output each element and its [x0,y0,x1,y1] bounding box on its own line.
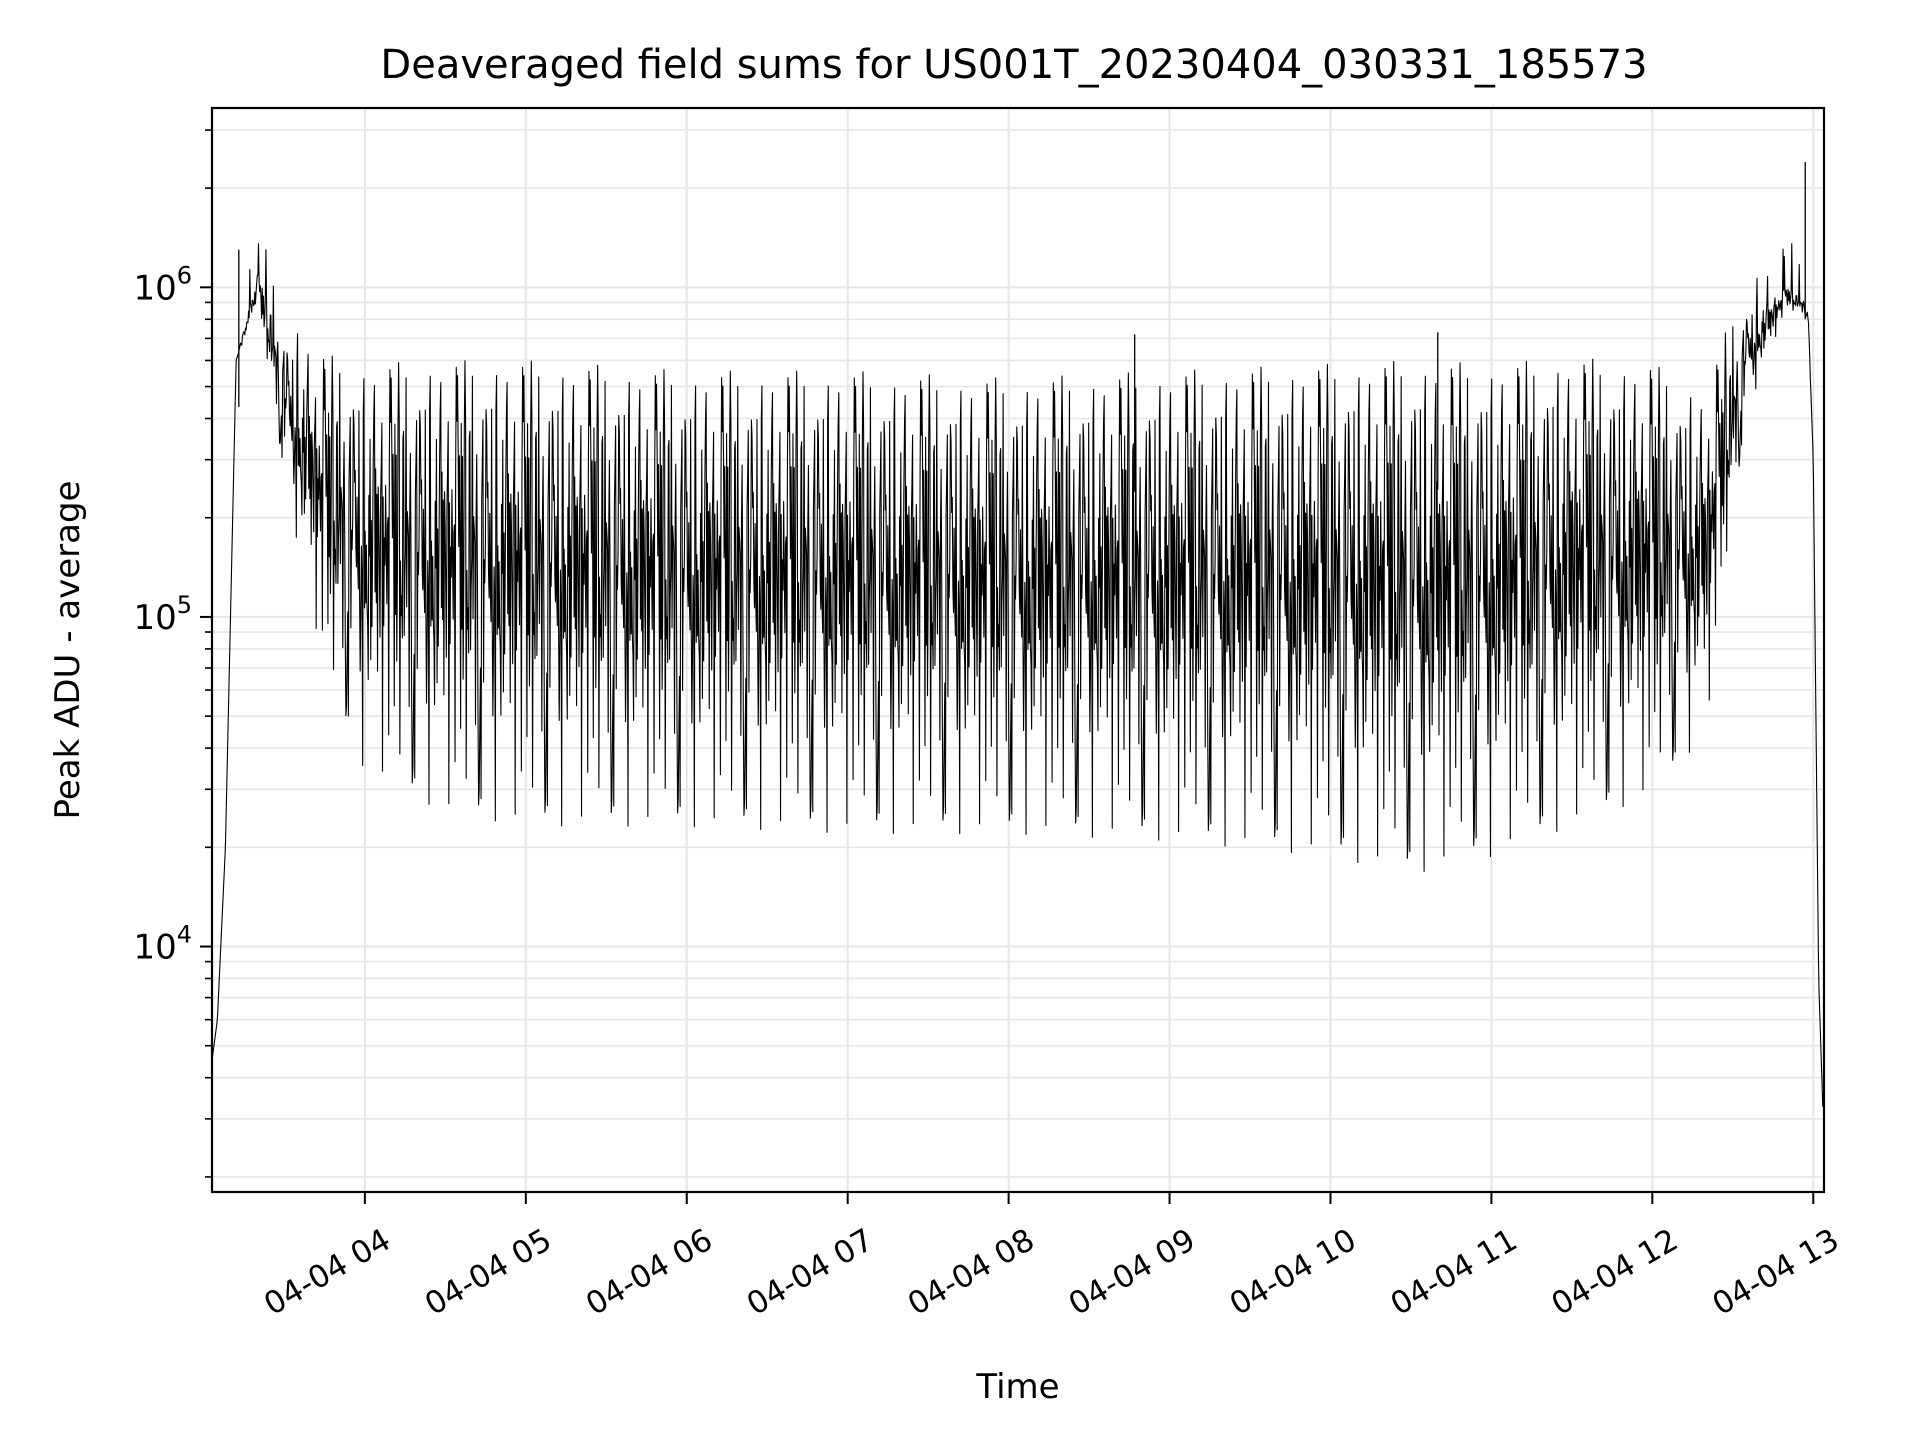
grid-layer [212,108,1824,1192]
y-tick-label: 106 [133,261,192,308]
series-line [211,243,1825,1145]
y-tick-label: 104 [133,921,192,968]
series-layer [211,162,1825,1145]
x-axis-label: Time [975,1367,1059,1407]
chart-title: Deaveraged field sums for US001T_2023040… [380,42,1647,88]
y-axis-label: Peak ADU - average [48,481,88,820]
plot-frame [210,106,1826,1194]
y-tick-label: 105 [133,591,192,638]
y-axis: 104 105 106 [133,129,212,1178]
